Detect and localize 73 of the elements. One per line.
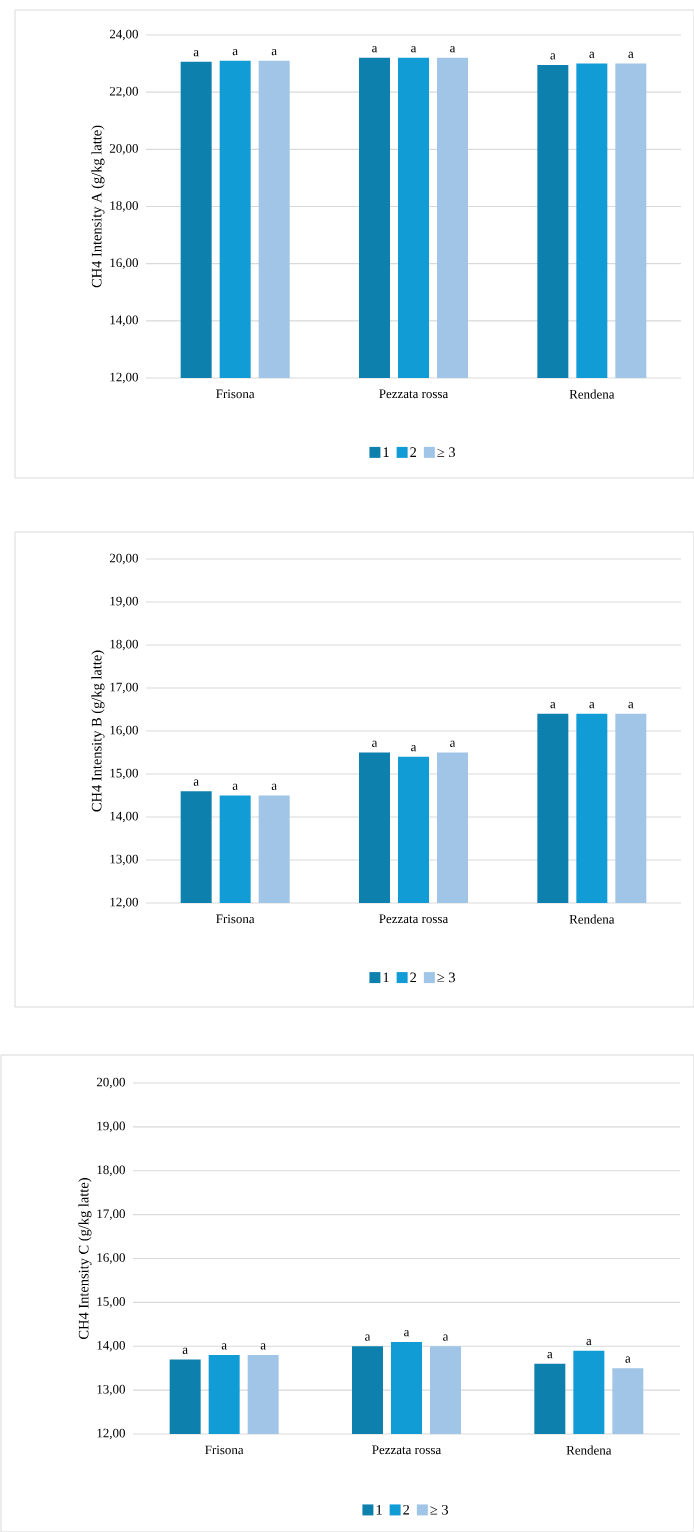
x-tick-label: Frisona xyxy=(216,914,255,924)
data-label: a xyxy=(547,1352,553,1359)
data-label: a xyxy=(550,53,556,60)
y-tick-label: 18,00 xyxy=(110,639,138,651)
y-tick-label: 17,00 xyxy=(97,1209,125,1220)
data-label: a xyxy=(625,1356,631,1363)
y-axis-title: CH4 Intensity A (g/kg latte) xyxy=(91,125,105,288)
y-tick-label: 17,00 xyxy=(110,682,138,694)
data-label: a xyxy=(589,702,595,709)
y-tick-label: 24,00 xyxy=(109,29,138,41)
y-tick-label: 19,00 xyxy=(110,596,138,608)
data-label: a xyxy=(443,1334,449,1341)
data-label: a xyxy=(586,1338,592,1346)
data-label: a xyxy=(193,779,199,786)
y-tick-label: 12,00 xyxy=(110,897,138,909)
data-label: a xyxy=(182,1347,188,1354)
data-label: a xyxy=(271,783,277,790)
data-label: a xyxy=(411,46,417,53)
y-tick-label: 19,00 xyxy=(97,1121,125,1133)
legend-label: 1 xyxy=(376,1504,382,1515)
y-tick-label: 20,00 xyxy=(109,553,138,565)
y-tick-label: 16,00 xyxy=(110,258,138,269)
x-tick-label: Pezzata rossa xyxy=(379,914,449,924)
y-axis-title: CH4 Intensity C (g/kg latte) xyxy=(78,1178,92,1339)
x-tick-label: Frisona xyxy=(216,389,255,399)
y-tick-label: 15,00 xyxy=(97,1297,125,1308)
data-label: a xyxy=(193,50,199,57)
x-tick-label: Pezzata rossa xyxy=(372,1445,442,1455)
legend-label: ≥ 3 xyxy=(437,972,456,983)
data-label: a xyxy=(411,745,417,752)
y-axis-title: CH4 Intensity B (g/kg latte) xyxy=(91,650,105,812)
x-tick-label: Rendena xyxy=(569,914,615,924)
data-label: a xyxy=(404,1330,410,1337)
data-label: a xyxy=(628,51,634,59)
x-tick-label: Pezzata rossa xyxy=(379,389,449,399)
data-label: a xyxy=(232,49,238,56)
y-tick-label: 22,00 xyxy=(109,86,138,98)
legend-label: 2 xyxy=(410,447,417,457)
y-tick-label: 14,00 xyxy=(110,315,138,327)
x-tick-label: Rendena xyxy=(569,389,615,399)
data-label: a xyxy=(260,1343,266,1350)
data-label: a xyxy=(232,783,238,790)
y-tick-label: 16,00 xyxy=(97,1253,125,1264)
y-tick-label: 20,00 xyxy=(109,144,138,155)
legend-label: ≥ 3 xyxy=(437,447,456,458)
y-tick-label: 14,00 xyxy=(97,1340,125,1352)
x-tick-label: Rendena xyxy=(566,1445,612,1455)
x-tick-label: Frisona xyxy=(205,1445,244,1455)
data-label: a xyxy=(372,740,378,747)
y-tick-label: 13,00 xyxy=(97,1384,125,1396)
data-label: a xyxy=(550,702,556,709)
data-label: a xyxy=(221,1343,227,1350)
legend-label: 1 xyxy=(383,972,389,983)
data-label: a xyxy=(450,740,456,747)
y-tick-label: 20,00 xyxy=(96,1077,125,1089)
data-label: a xyxy=(628,702,634,709)
legend-label: 1 xyxy=(383,447,389,457)
data-label: a xyxy=(589,51,595,59)
y-tick-label: 14,00 xyxy=(110,811,138,823)
y-tick-label: 12,00 xyxy=(110,372,138,384)
data-label: a xyxy=(365,1334,371,1341)
y-tick-label: 12,00 xyxy=(97,1428,125,1440)
legend-label: 2 xyxy=(410,972,417,983)
legend-label: 2 xyxy=(403,1504,410,1515)
data-label: a xyxy=(372,46,378,53)
y-tick-label: 15,00 xyxy=(110,768,138,780)
data-label: a xyxy=(271,49,277,56)
y-tick-label: 13,00 xyxy=(110,854,138,866)
y-tick-label: 18,00 xyxy=(97,1165,125,1177)
legend-label: ≥ 3 xyxy=(430,1504,449,1515)
y-tick-label: 18,00 xyxy=(110,201,138,212)
y-tick-label: 16,00 xyxy=(110,725,138,737)
data-label: a xyxy=(450,46,456,53)
